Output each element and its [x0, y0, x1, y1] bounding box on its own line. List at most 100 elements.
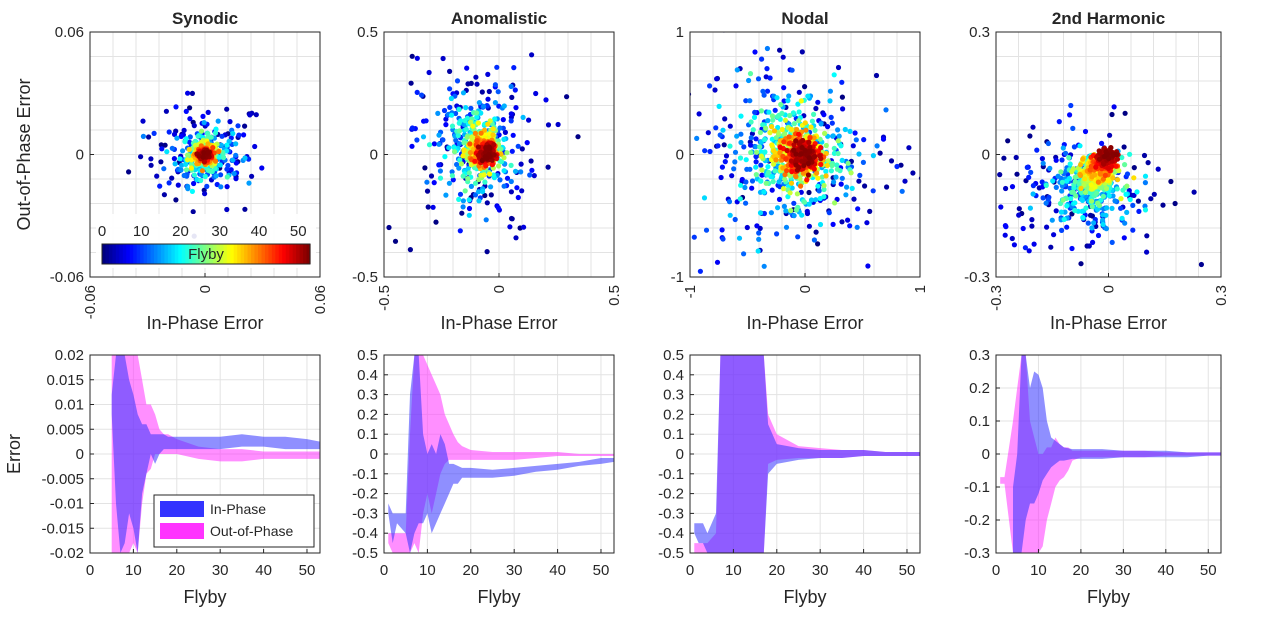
scatter-point — [1101, 161, 1107, 167]
scatter-point — [479, 157, 485, 164]
scatter-point — [883, 107, 889, 113]
x-tick-label: 20 — [768, 562, 785, 579]
scatter-point — [488, 192, 494, 198]
scatter-point — [146, 134, 152, 140]
scatter-point — [1085, 220, 1091, 226]
scatter-point — [1063, 150, 1069, 156]
scatter-point — [189, 188, 195, 194]
colorbar-segment — [154, 244, 159, 264]
scatter-point — [800, 170, 807, 176]
scatter-point — [233, 152, 239, 158]
scatter-point — [870, 188, 876, 194]
scatter-point — [1024, 164, 1030, 170]
y-tick-label: -0.5 — [352, 269, 378, 286]
y-tick-label: -0.2 — [658, 486, 684, 503]
scatter-point — [823, 168, 829, 174]
scatter-point — [1067, 161, 1073, 167]
scatter-point — [743, 200, 749, 206]
scatter-point — [747, 71, 754, 77]
scatter-point — [185, 90, 191, 96]
scatter-point — [217, 162, 223, 168]
scatter-point — [1155, 166, 1161, 172]
scatter-point — [1098, 185, 1104, 191]
y-tick-label: 0 — [76, 147, 84, 164]
scatter-point — [1078, 162, 1084, 168]
x-tick-label: 0 — [797, 285, 814, 293]
scatter-point — [712, 87, 718, 93]
scatter-point — [1116, 168, 1122, 174]
scatter-point — [469, 134, 475, 140]
y-tick-label: 0 — [76, 446, 84, 463]
scatter-point — [791, 121, 798, 127]
colorbar-segment — [181, 244, 186, 264]
colorbar-label: Flyby — [188, 246, 224, 263]
scatter-point — [186, 146, 192, 153]
scatter-point — [748, 135, 754, 141]
scatter-point — [1059, 188, 1065, 194]
scatter-point — [787, 112, 793, 119]
x-tick-label: 0.5 — [606, 285, 623, 306]
scatter-point — [1094, 206, 1101, 212]
scatter-point — [1105, 165, 1111, 171]
scatter-panel-3: 1 0 -1-1 0 1 In-Phase Error Nodal — [620, 9, 929, 333]
scatter-point — [476, 198, 482, 204]
scatter-point — [472, 158, 478, 164]
scatter-point — [862, 183, 868, 189]
scatter-point — [839, 219, 845, 225]
scatter-point — [545, 164, 551, 170]
scatter-point — [175, 182, 181, 188]
scatter-point — [183, 108, 189, 114]
scatter-point — [196, 153, 202, 159]
scatter-point — [835, 138, 841, 144]
scatter-point — [1113, 151, 1120, 158]
scatter-point — [1003, 224, 1009, 230]
y-axis-label: Out-of-Phase Error — [14, 78, 34, 230]
scatter-point — [888, 158, 895, 164]
scatter-point — [773, 157, 779, 163]
scatter-point — [1043, 200, 1049, 206]
scatter-point — [759, 56, 765, 62]
scatter-point — [177, 156, 183, 162]
y-tick-label: 0.2 — [969, 380, 990, 397]
scatter-point — [831, 72, 837, 78]
scatter-point — [1106, 155, 1112, 162]
error-panel-3: 0.50.40.30.20.10-0.1-0.2-0.3-0.4-0.50 10 2… — [658, 347, 921, 607]
x-tick-label: 40 — [1157, 562, 1174, 579]
scatter-point — [1027, 133, 1033, 139]
scatter-point — [518, 161, 524, 167]
scatter-point — [138, 154, 144, 160]
scatter-point — [743, 157, 749, 163]
scatter-point — [437, 168, 443, 174]
scatter-point — [1053, 157, 1059, 163]
colorbar-segment — [157, 244, 162, 264]
scatter-point — [1141, 152, 1148, 159]
error-bands — [111, 355, 320, 553]
scatter-point — [1121, 235, 1127, 241]
colorbar-segment — [126, 244, 131, 264]
scatter-point — [1045, 140, 1051, 147]
scatter-point — [779, 126, 785, 133]
x-tick-label: 50 — [1200, 562, 1217, 579]
scatter-point — [813, 197, 819, 203]
colorbar-segment — [233, 244, 238, 264]
scatter-point — [233, 141, 239, 147]
scatter-point — [774, 95, 780, 101]
x-axis-label: In-Phase Error — [440, 313, 557, 333]
x-tick-label: -0.5 — [376, 285, 393, 311]
scatter-point — [823, 173, 829, 179]
scatter-point — [1130, 202, 1136, 208]
scatter-point — [788, 158, 795, 164]
scatter-point — [1109, 111, 1115, 118]
x-axis-label: Flyby — [1087, 587, 1130, 607]
scatter-point — [1067, 112, 1073, 118]
scatter-point — [796, 131, 802, 137]
y-tick-label: -0.01 — [50, 496, 84, 513]
scatter-point — [448, 95, 454, 102]
scatter-point — [508, 178, 514, 185]
scatter-point — [620, 121, 625, 126]
scatter-point — [748, 142, 754, 148]
scatter-point — [1142, 180, 1148, 186]
scatter-point — [545, 122, 552, 128]
scatter-point — [1011, 242, 1018, 248]
scatter-point — [801, 163, 807, 169]
